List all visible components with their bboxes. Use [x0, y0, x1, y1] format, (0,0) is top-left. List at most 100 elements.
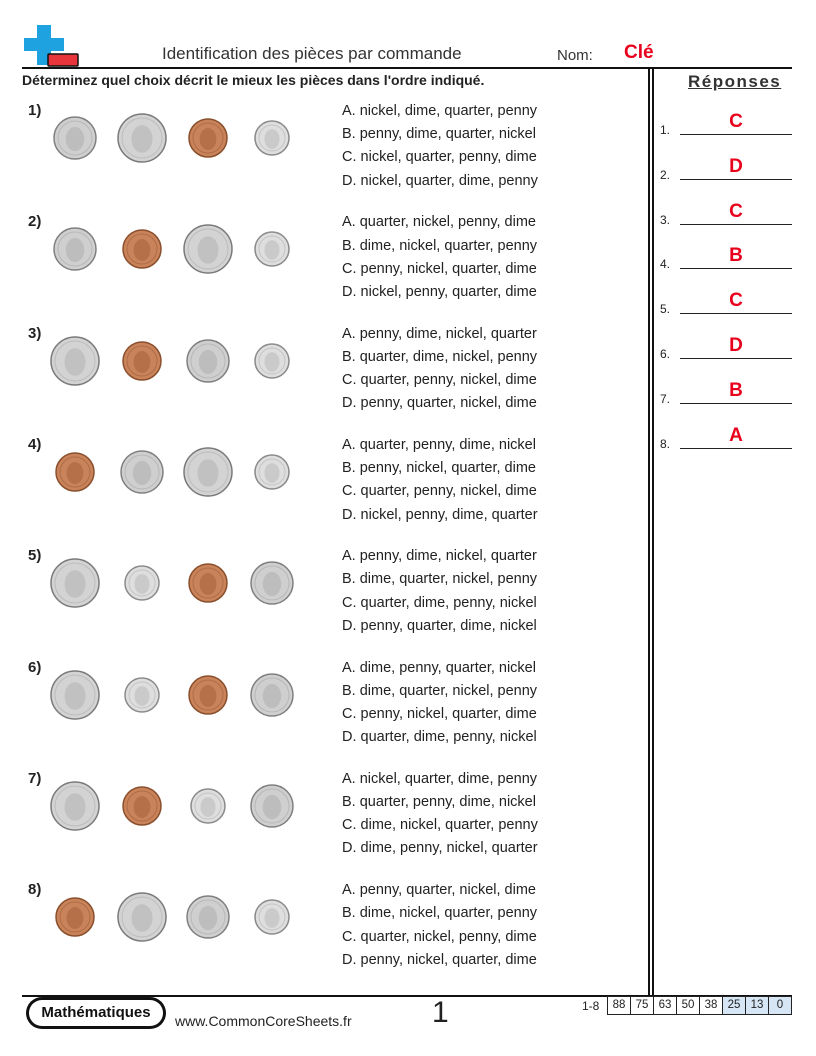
answer-line — [680, 447, 792, 449]
answer-letter: D — [729, 155, 743, 177]
choice-option: A. quarter, penny, dime, nickel — [342, 436, 536, 453]
answer-letter: A — [729, 424, 743, 446]
question-number: 8) — [28, 881, 42, 899]
answer-line — [680, 358, 792, 359]
choice-option: D. penny, nickel, quarter, dime — [342, 951, 537, 968]
choice-option: D. nickel, quarter, dime, penny — [342, 172, 538, 189]
answers-title: Réponses — [688, 72, 782, 91]
answer-line — [680, 223, 792, 225]
answer-number: 5. — [660, 302, 671, 317]
question-number: 4) — [28, 435, 42, 453]
page-number: 1 — [432, 996, 449, 1029]
penny-coin-icon — [122, 786, 162, 831]
quarter-coin-icon — [183, 224, 233, 279]
answer-choices: A. penny, dime, nickel, quarter B. dime, … — [342, 545, 537, 638]
answer-number: 2. — [660, 167, 671, 182]
answer-row: 5. C — [660, 290, 792, 317]
score-range-label: 1-8 — [582, 999, 600, 1013]
question-number: 6) — [28, 658, 42, 676]
answer-choices: A. dime, penny, quarter, nickel B. dime, … — [342, 657, 537, 750]
dime-coin-icon — [254, 454, 290, 495]
name-label: Nom: — [557, 47, 593, 64]
choice-option: A. quarter, nickel, penny, dime — [342, 214, 536, 231]
dime-coin-icon — [124, 565, 160, 606]
choice-option: C. quarter, nickel, penny, dime — [342, 928, 537, 945]
nickel-coin-icon — [53, 227, 97, 276]
choice-option: A. penny, dime, nickel, quarter — [342, 548, 537, 565]
choice-option: B. dime, nickel, quarter, penny — [342, 237, 538, 254]
choice-option: D. penny, quarter, dime, nickel — [342, 617, 537, 634]
quarter-coin-icon — [117, 113, 167, 168]
penny-coin-icon — [55, 452, 95, 497]
answer-choices: A. quarter, penny, dime, nickel B. penny,… — [342, 434, 538, 527]
answer-choices: A. quarter, nickel, penny, dime B. dime, … — [342, 211, 537, 304]
penny-coin-icon — [122, 340, 162, 386]
quarter-coin-icon — [183, 447, 233, 502]
answer-number: 6. — [660, 347, 671, 361]
score-cell: 0 — [768, 996, 792, 1015]
choice-option: D. penny, quarter, nickel, dime — [342, 395, 537, 412]
choice-option: C. quarter, dime, penny, nickel — [342, 594, 537, 611]
choice-option: A. dime, penny, quarter, nickel — [342, 659, 536, 676]
choice-option: C. quarter, penny, nickel, dime — [342, 372, 537, 388]
choice-option: A. penny, quarter, nickel, dime — [342, 882, 536, 899]
choice-option: D. quarter, dime, penny, nickel — [342, 729, 537, 746]
nickel-coin-icon — [250, 672, 294, 722]
footer-divider — [22, 995, 792, 997]
column-divider — [652, 67, 654, 995]
choice-option: B. dime, nickel, quarter, penny — [342, 905, 538, 922]
question-number: 1) — [28, 102, 42, 119]
choice-option: D. nickel, penny, quarter, dime — [342, 283, 537, 300]
answer-number: 1. — [660, 123, 671, 137]
header-divider — [22, 67, 792, 69]
quarter-coin-icon — [50, 558, 100, 613]
choice-option: C. penny, nickel, quarter, dime — [342, 705, 537, 722]
question-number: 3) — [28, 324, 42, 342]
dime-coin-icon — [190, 788, 226, 829]
dime-coin-icon — [254, 899, 290, 940]
answer-letter: D — [729, 335, 743, 356]
answer-line — [680, 178, 792, 180]
score-cell: 13 — [745, 996, 769, 1015]
score-cell: 25 — [722, 996, 746, 1015]
nickel-coin-icon — [186, 895, 230, 944]
quarter-coin-icon — [117, 892, 167, 947]
answer-line — [680, 313, 792, 315]
dime-coin-icon — [254, 120, 290, 161]
choice-option: D. dime, penny, nickel, quarter — [342, 840, 538, 857]
choice-option: B. dime, quarter, nickel, penny — [342, 682, 538, 699]
answer-line — [680, 402, 792, 404]
score-cell: 50 — [676, 996, 700, 1015]
answer-row: 2. D — [660, 155, 792, 182]
answer-choices: A. penny, dime, nickel, quarter B. quarte… — [342, 323, 537, 416]
subject-badge: Mathématiques — [26, 997, 166, 1029]
nickel-coin-icon — [53, 116, 97, 165]
subject-badge-label: Mathématiques — [29, 1000, 163, 1026]
penny-coin-icon — [188, 118, 228, 163]
choice-option: B. quarter, dime, nickel, penny — [342, 348, 538, 365]
answer-line — [680, 134, 792, 135]
answer-letter: C — [729, 200, 743, 222]
answer-letter: C — [729, 111, 743, 132]
instructions: Déterminez quel choix décrit le mieux le… — [22, 72, 485, 88]
question-number: 7) — [28, 769, 42, 787]
score-table: 88 75 63 50 38 25 13 0 — [607, 996, 792, 1015]
choice-option: B. penny, nickel, quarter, dime — [342, 460, 536, 477]
choice-option: D. nickel, penny, dime, quarter — [342, 506, 538, 523]
question-number: 2) — [28, 213, 42, 231]
nickel-coin-icon — [250, 784, 294, 833]
question-number: 5) — [28, 547, 42, 565]
website-link: www.CommonCoreSheets.fr — [175, 1013, 352, 1029]
choice-option: A. penny, dime, nickel, quarter — [342, 325, 537, 342]
quarter-coin-icon — [50, 781, 100, 836]
answer-letter: C — [729, 290, 743, 312]
nickel-coin-icon — [120, 450, 164, 499]
choice-option: C. dime, nickel, quarter, penny — [342, 817, 538, 834]
dime-coin-icon — [124, 676, 160, 718]
answer-row: 1. C — [660, 111, 792, 137]
answer-choices: A. nickel, quarter, dime, penny B. quarte… — [342, 768, 538, 861]
choice-option: A. nickel, dime, quarter, penny — [342, 103, 538, 119]
dime-coin-icon — [254, 342, 290, 384]
choice-option: C. penny, nickel, quarter, dime — [342, 260, 537, 277]
answer-row: 3. C — [660, 200, 792, 227]
